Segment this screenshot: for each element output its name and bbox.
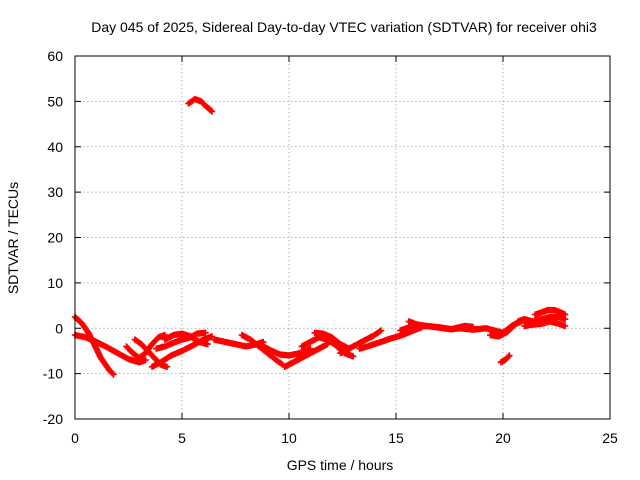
- data-track-19: [497, 352, 513, 366]
- x-tick-label: 0: [71, 430, 79, 446]
- data-track-14: [356, 324, 425, 352]
- data-track-3: [123, 331, 169, 361]
- y-tick-label: 20: [47, 230, 63, 246]
- data-track-10: [281, 340, 331, 370]
- y-tick-label: -20: [43, 411, 63, 427]
- data-track-23: [185, 95, 216, 115]
- axis-ticks: 0 5 10 15 20 25 -20 -10 0 10 20 30 40 50 60: [43, 48, 618, 446]
- data-track-8: [238, 331, 286, 368]
- data-track-9: [260, 343, 314, 359]
- data-track-13: [337, 327, 385, 357]
- y-axis-title: SDTVAR / TECUs: [5, 182, 21, 294]
- x-tick-label: 15: [388, 430, 404, 446]
- grid-lines: [75, 56, 610, 419]
- y-tick-label: 30: [47, 184, 63, 200]
- x-tick-label: 25: [602, 430, 618, 446]
- data-track-12: [311, 329, 353, 352]
- chart-title: Day 045 of 2025, Sidereal Day-to-day VTE…: [91, 19, 597, 35]
- data-track-22: [521, 318, 569, 330]
- y-tick-label: 40: [47, 139, 63, 155]
- y-tick-label: 50: [47, 93, 63, 109]
- y-tick-label: -10: [43, 366, 63, 382]
- y-tick-label: 60: [47, 48, 63, 64]
- y-tick-label: 0: [55, 320, 63, 336]
- y-tick-label: 10: [47, 275, 63, 291]
- x-axis-title: GPS time / hours: [287, 457, 394, 473]
- data-track-6: [153, 329, 209, 352]
- data-track-21: [531, 306, 569, 318]
- x-tick-label: 10: [281, 430, 297, 446]
- x-tick-label: 20: [495, 430, 511, 446]
- x-tick-label: 5: [178, 430, 186, 446]
